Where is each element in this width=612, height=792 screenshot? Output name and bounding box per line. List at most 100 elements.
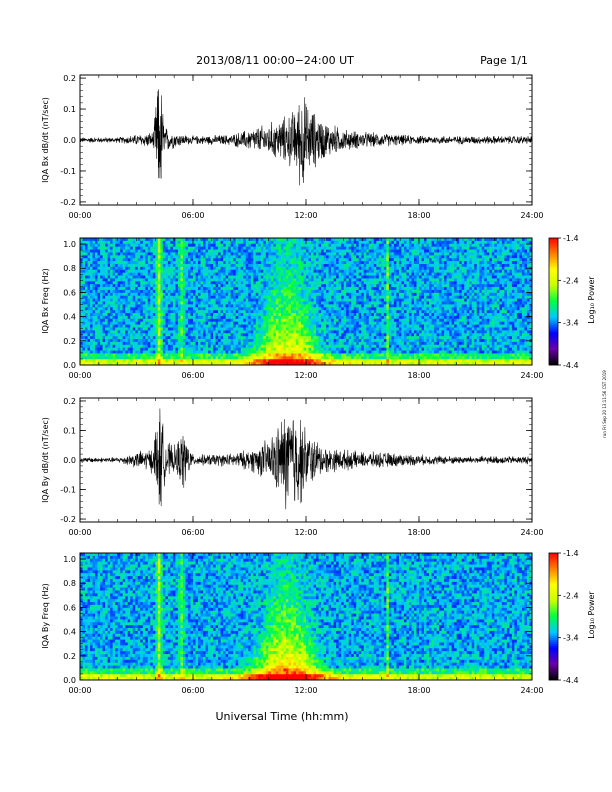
spectrogram-cell [298,284,302,288]
spectrogram-cell [245,353,249,357]
spectrogram-cell [263,246,267,250]
spectrogram-cell [338,313,342,317]
spectrogram-cell [225,263,229,268]
spectrogram-cell [175,336,179,340]
spectrogram-cell [263,304,267,308]
spectrogram-cell [85,344,88,349]
spectrogram-cell [142,298,146,302]
spectrogram-cell [82,327,86,331]
spectrogram-cell [233,353,237,357]
spectrogram-cell [316,356,319,360]
spectrogram-cell [122,333,126,337]
spectrogram-cell [162,324,166,328]
spectrogram-cell [240,359,244,363]
spectrogram-cell [290,261,294,265]
spectrogram-cell [218,292,221,297]
spectrogram-cell [85,318,88,323]
spectrogram-cell [170,350,174,354]
spectrogram-cell [265,310,269,314]
spectrogram-cell [235,289,239,294]
spectrogram-cell [238,275,242,279]
spectrogram-cell [125,295,129,299]
spectrogram-cell [248,266,252,271]
spectrogram-cell [142,255,146,259]
spectrogram-cell [348,324,352,328]
spectrogram-cell [343,344,347,349]
spectrogram-cell [220,266,224,271]
spectrogram-cell [348,255,352,259]
spectrogram-cell [132,344,136,349]
spectrogram-cell [293,301,297,305]
spectrogram-cell [213,310,216,314]
spectrogram-cell [150,313,154,317]
spectrogram-cell [258,278,262,282]
spectrogram-cell [351,266,355,271]
spectrogram-cell [112,321,116,325]
spectrogram-cell [351,284,355,288]
spectrogram-cell [230,266,234,271]
spectrogram-cell [223,321,226,325]
spectrogram-cell [200,284,204,288]
spectrogram-cell [248,298,252,302]
spectrogram-cell [255,327,259,331]
spectrogram-cell [223,336,226,340]
spectrogram-cell [105,249,108,253]
spectrogram-cell [95,353,98,357]
spectrogram-cell [125,347,129,351]
spectrogram-cell [82,284,86,288]
spectrogram-cell [290,356,294,360]
spectrogram-cell [205,304,209,308]
spectrogram-cell [225,252,229,256]
spectrogram-cell [338,339,342,343]
spectrogram-cell [120,284,124,288]
spectrogram-cell [208,275,211,279]
spectrogram-cell [117,324,121,328]
spectrogram-cell [253,313,257,317]
spectrogram-cell [105,287,108,291]
spectrogram-cell [250,324,254,328]
spectrogram-cell [321,333,324,337]
spectrogram-cell [100,258,103,262]
spectrogram-cell [308,289,312,294]
spectrogram-cell [112,336,116,340]
spectrogram-cell [135,313,139,317]
spectrogram-cell [270,356,274,360]
spectrogram-cell [270,350,274,354]
spectrogram-cell [328,266,332,271]
spectrogram-cell [238,298,242,302]
spectrogram-cell [348,307,352,311]
spectrogram-cell [205,356,209,360]
spectrogram-cell [323,318,327,323]
spectrogram-cell [328,327,332,331]
spectrogram-cell [213,350,216,354]
bx-spectrogram [80,238,533,366]
spectrogram-cell [90,284,93,288]
spectrogram-cell [331,238,334,242]
spectrogram-cell [132,313,136,317]
spectrogram-cell [300,341,304,346]
spectrogram-cell [300,350,304,354]
spectrogram-cell [233,275,237,279]
spectrogram-cell [263,284,267,288]
spectrogram-cell [105,298,108,302]
spectrogram-cell [306,287,309,291]
spectrogram-cell [233,255,237,259]
spectrogram-cell [177,284,181,288]
spectrogram-cell [107,263,111,268]
spectrogram-cell [85,315,88,320]
spectrogram-cell [190,324,194,328]
spectrogram-cell [187,281,191,285]
spectrogram-cell [263,315,267,320]
spectrogram-cell [147,252,151,256]
spectrogram-cell [172,246,176,250]
spectrogram-cell [140,249,144,253]
spectrogram-cell [112,240,116,245]
spectrogram-cell [300,289,304,294]
spectrogram-cell [238,263,242,268]
spectrogram-cell [326,261,329,265]
spectrogram-cell [303,347,307,351]
spectrogram-cell [85,333,88,337]
spectrogram-cell [346,313,350,317]
spectrogram-cell [97,272,101,276]
spectrogram-cell [341,278,345,282]
